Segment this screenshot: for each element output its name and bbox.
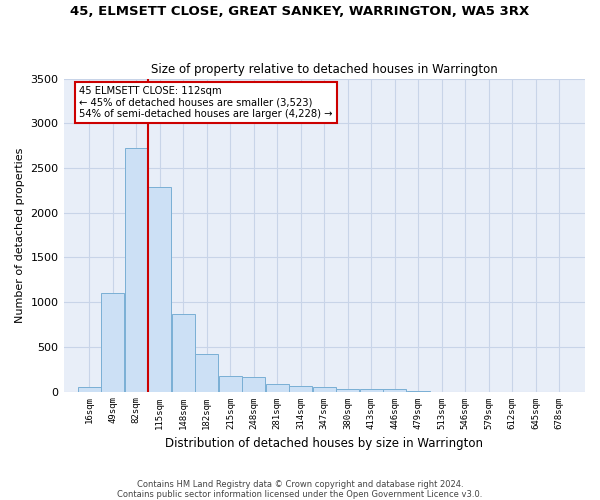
Bar [148,187,172,392]
Bar [196,354,218,392]
Text: Contains HM Land Registry data © Crown copyright and database right 2024.
Contai: Contains HM Land Registry data © Crown c… [118,480,482,499]
Bar [289,386,312,392]
Bar [313,387,336,392]
Bar [336,389,359,392]
X-axis label: Distribution of detached houses by size in Warrington: Distribution of detached houses by size … [165,437,483,450]
Bar [125,148,148,392]
Y-axis label: Number of detached properties: Number of detached properties [15,148,25,322]
Bar [383,390,406,392]
Bar [360,389,383,392]
Text: 45 ELMSETT CLOSE: 112sqm
← 45% of detached houses are smaller (3,523)
54% of sem: 45 ELMSETT CLOSE: 112sqm ← 45% of detach… [79,86,332,119]
Bar [78,387,101,392]
Bar [172,314,195,392]
Bar [242,377,265,392]
Bar [101,293,124,392]
Bar [219,376,242,392]
Title: Size of property relative to detached houses in Warrington: Size of property relative to detached ho… [151,63,497,76]
Text: 45, ELMSETT CLOSE, GREAT SANKEY, WARRINGTON, WA5 3RX: 45, ELMSETT CLOSE, GREAT SANKEY, WARRING… [70,5,530,18]
Bar [266,384,289,392]
